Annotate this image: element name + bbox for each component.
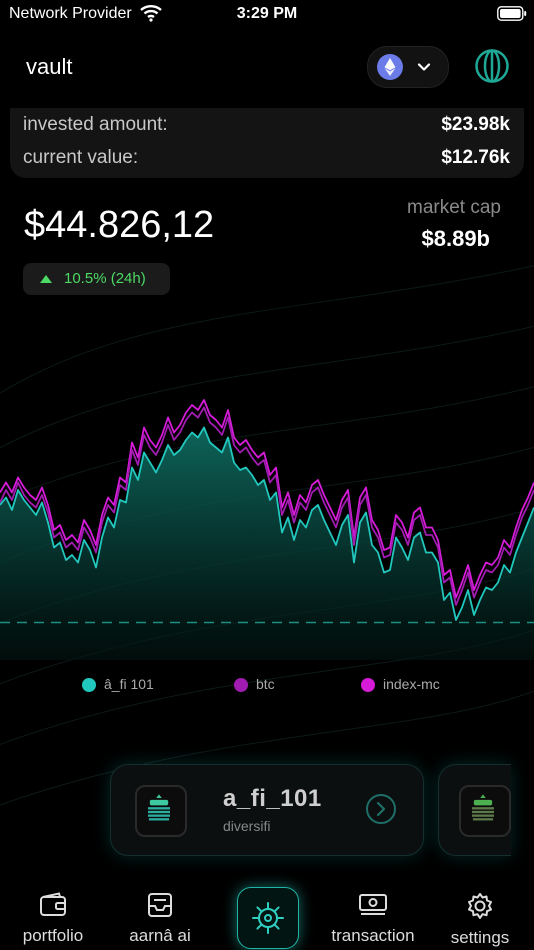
legend-label: btc	[256, 676, 275, 692]
investment-summary-card: invested amount: $23.98k current value: …	[10, 108, 524, 178]
current-value-label: current value:	[23, 147, 139, 168]
bottom-nav: portfolio aarnâ ai transaction	[0, 870, 534, 950]
carrier-label: Network Provider	[9, 5, 132, 22]
nav-portfolio[interactable]: portfolio	[10, 892, 96, 946]
invested-amount-label: invested amount:	[23, 114, 168, 135]
page-title: vault	[26, 54, 73, 79]
ethereum-icon	[377, 54, 403, 80]
ship-wheel-icon	[252, 902, 284, 934]
nav-transaction[interactable]: transaction	[318, 892, 428, 946]
fund-logo-icon	[472, 794, 494, 821]
clock: 3:29 PM	[236, 5, 298, 22]
fund-subtitle: diversifi	[223, 818, 271, 834]
market-cap-value: $8.89b	[421, 226, 491, 251]
invested-amount-value: $23.98k	[441, 114, 510, 135]
fund-icon	[135, 785, 187, 837]
legend-label: index-mc	[383, 676, 440, 692]
nav-portfolio-label: portfolio	[22, 926, 84, 945]
change-percent: 10.5% (24h)	[64, 270, 146, 287]
fund-card[interactable]: a_fi_101 diversifi	[110, 764, 424, 856]
fund-card-partial[interactable]	[438, 764, 511, 856]
chart-area-fill	[0, 427, 534, 660]
fund-icon	[459, 785, 511, 837]
nav-settings-label: settings	[450, 928, 510, 947]
trend-up-icon	[40, 275, 52, 283]
chain-selector[interactable]	[367, 46, 449, 88]
status-bar: Network Provider 3:29 PM	[0, 0, 534, 30]
battery-icon	[497, 6, 527, 21]
nav-center-button[interactable]	[237, 887, 299, 949]
inbox-icon	[148, 893, 172, 917]
performance-chart[interactable]	[0, 360, 534, 660]
current-value-value: $12.76k	[441, 147, 510, 168]
legend-dot	[234, 678, 248, 692]
chart-series-line	[0, 399, 534, 599]
nav-aarna-ai-label: aarnâ ai	[129, 926, 191, 945]
fund-name: a_fi_101	[223, 785, 322, 812]
chart-series-line	[0, 406, 534, 606]
legend-label: â_fi 101	[104, 676, 154, 692]
gear-icon	[468, 893, 492, 919]
nav-aarna-ai[interactable]: aarnâ ai	[112, 892, 208, 946]
fund-logo-icon	[148, 794, 170, 821]
wallet-icon	[40, 892, 66, 916]
chevron-right-icon[interactable]	[365, 793, 397, 825]
chevron-down-icon	[417, 63, 431, 71]
nav-transaction-label: transaction	[331, 926, 415, 945]
globe-icon[interactable]	[474, 48, 510, 84]
legend-dot	[361, 678, 375, 692]
banknote-icon	[359, 894, 387, 915]
legend-dot	[82, 678, 96, 692]
change-badge: 10.5% (24h)	[23, 263, 170, 295]
wifi-icon	[140, 5, 162, 22]
portfolio-value: $44.826,12	[24, 204, 215, 246]
chart-series-line	[0, 426, 534, 621]
market-cap-label: market cap	[407, 197, 501, 218]
nav-settings[interactable]: settings	[440, 892, 520, 948]
